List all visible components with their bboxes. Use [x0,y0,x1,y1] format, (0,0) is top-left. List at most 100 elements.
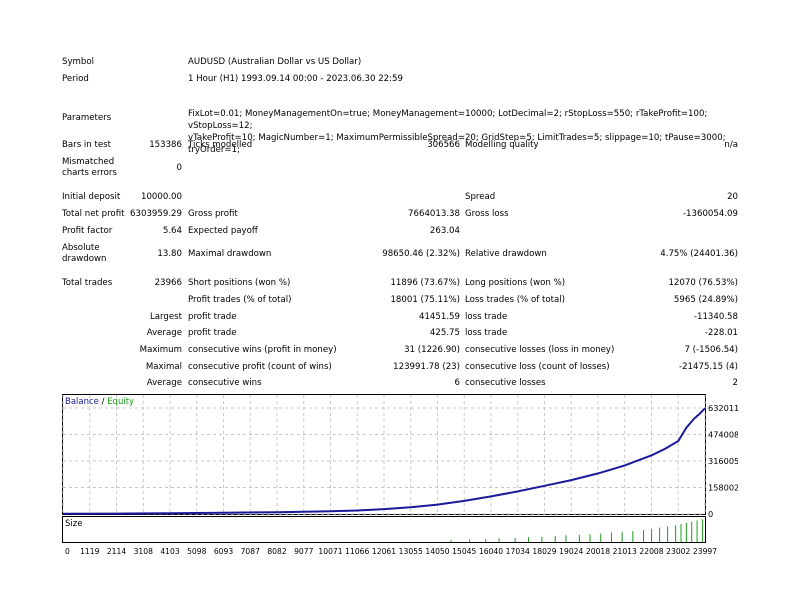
ltrades-value: 5965 (24.89%) [673,295,738,305]
x-tick-label: 22008 [639,547,663,556]
average-profit-value: 425.75 [429,328,460,338]
parameters-value: FixLot=0.01; MoneyManagementOn=true; Mon… [188,108,748,156]
largest-label: Largest [149,312,182,322]
parameters-line-1: FixLot=0.01; MoneyManagementOn=true; Mon… [188,109,708,131]
bars-label: Bars in test [62,140,111,150]
max-wins-value: 31 (1226.90) [404,345,460,355]
symbol-label: Symbol [62,57,95,67]
y-tick-label: 1580028 [708,483,738,493]
x-tick-label: 5098 [187,547,206,556]
x-tick-label: 6093 [214,547,233,556]
maximal-profit-label: consecutive profit (count of wins) [188,362,332,372]
average-2-label: Average [146,378,182,388]
y-tick-label: 4740084 [708,430,738,440]
x-tick-label: 17034 [506,547,530,556]
largest-profit-label: profit trade [188,312,237,322]
x-tick-label: 12061 [372,547,396,556]
size-layer [450,519,703,542]
legend: Balance / Equity [65,397,134,407]
x-tick-axis: 0 1119 2114 3108 4103 5098 6093 7087 8082 9077 100… [65,547,717,556]
avg-wins-value: 6 [454,378,460,388]
long-label: Long positions (won %) [465,278,566,288]
mismatch-label-1: Mismatched [62,157,115,167]
average-loss-value: -228.01 [704,328,738,338]
grossloss-value: -1360054.09 [682,209,738,219]
max-losses-label: consecutive losses (loss in money) [465,345,615,355]
short-value: 11896 (73.67%) [390,278,460,288]
largest-loss-label: loss trade [465,312,508,322]
deposit-label: Initial deposit [62,192,121,202]
x-tick-label: 20018 [586,547,610,556]
max-wins-label: consecutive wins (profit in money) [188,345,337,355]
ptrades-label: Profit trades (% of total) [188,295,292,305]
x-tick-label: 7087 [241,547,260,556]
ltrades-label: Loss trades (% of total) [465,295,565,305]
maximum-label: Maximum [139,345,182,355]
x-tick-label: 4103 [160,547,179,556]
x-tick-label: 18029 [532,547,556,556]
netprofit-value: 6303959.29 [130,209,182,219]
maximal-label: Maximal [145,362,182,372]
deposit-value: 10000.00 [140,192,182,202]
long-value: 12070 (76.53%) [668,278,738,288]
average-profit-label: profit trade [188,328,237,338]
x-tick-label: 15045 [452,547,476,556]
period-label: Period [62,74,89,84]
trades-label: Total trades [62,278,113,288]
parameters-line-2: vTakeProfit=10; MagicNumber=1; MaximumPe… [188,133,726,155]
period-value: 1 Hour (H1) 1993.09.14 00:00 - 2023.06.3… [188,74,403,84]
quality-label: Modelling quality [465,140,539,150]
maxdd-value: 98650.46 (2.32%) [382,249,460,259]
x-tick-label: 16040 [479,547,503,556]
balance-line [62,407,706,515]
x-tick-label: 19024 [559,547,583,556]
x-tick-label: 10071 [318,547,342,556]
line-layer [62,407,706,515]
grossloss-label: Gross loss [465,209,509,219]
x-tick-label: 23997 [693,547,717,556]
absdd-label-2: drawdown [62,254,107,264]
largest-loss-value: -11340.58 [693,312,738,322]
y-tick-layer: 6320112 4740084 3160056 1580028 0 [708,403,744,519]
grossprofit-value: 7664013.38 [408,209,460,219]
mismatch-label-2: charts errors [62,168,117,178]
payoff-value: 263.04 [429,226,460,236]
ticks-label: Ticks modelled [188,140,253,150]
x-tick-label: 0 [65,547,70,556]
mismatch-value: 0 [176,163,182,173]
chart-svg: 6320112 4740084 3160056 1580028 0 Balance / … [62,394,744,543]
netprofit-label: Total net profit [62,209,125,219]
ptrades-value: 18001 (75.11%) [390,295,460,305]
main-plot-frame [62,394,706,515]
bars-value: 153386 [149,140,182,150]
x-tick-label: 21013 [613,547,637,556]
legend-separator: / [99,397,107,407]
size-label: Size [65,519,82,529]
x-tick-label: 3108 [134,547,153,556]
avg-losses-label: consecutive losses [465,378,546,388]
avg-wins-label: consecutive wins [188,378,262,388]
y-tick-label: 6320112 [708,403,738,413]
balance-equity-chart: 6320112 4740084 3160056 1580028 0 Balance / … [62,394,744,546]
symbol-value: AUDUSD (Australian Dollar vs US Dollar) [188,57,362,67]
x-tick-label: 14050 [425,547,449,556]
spread-value: 20 [727,192,738,202]
max-losses-value: 7 (-1506.54) [684,345,738,355]
grid-layer [62,395,706,515]
avg-losses-value: 2 [732,378,738,388]
x-tick-label: 11066 [345,547,369,556]
x-tick-label: 8082 [267,547,286,556]
maximal-loss-label: consecutive loss (count of losses) [465,362,610,372]
average-label: Average [146,328,182,338]
legend-equity: Equity [107,397,134,407]
absdd-label-1: Absolute [62,243,100,253]
payoff-label: Expected payoff [188,226,258,236]
pf-value: 5.64 [162,226,182,236]
trades-value: 23966 [154,278,182,288]
maxdd-label: Maximal drawdown [188,249,272,259]
x-tick-label: 9077 [294,547,313,556]
quality-value: n/a [724,140,738,150]
y-tick-label: 0 [708,509,713,519]
spread-label: Spread [465,192,496,202]
short-label: Short positions (won %) [188,278,291,288]
